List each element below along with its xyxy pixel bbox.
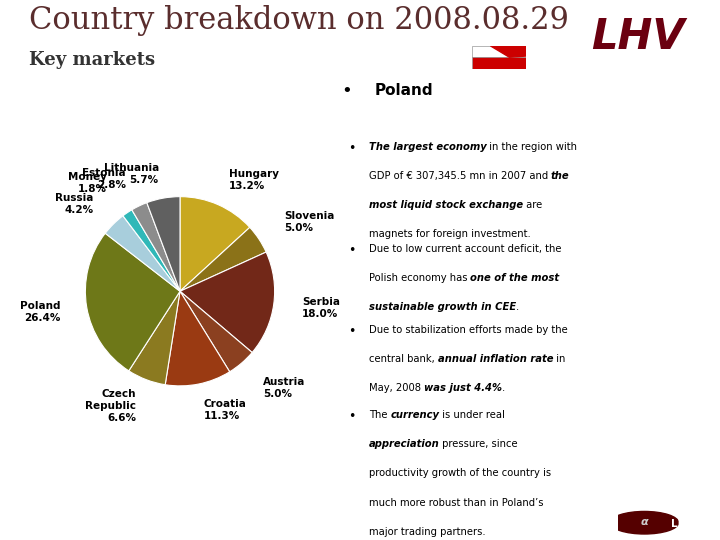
Text: Money
1.8%: Money 1.8%	[68, 172, 107, 194]
Text: Russia
4.2%: Russia 4.2%	[55, 193, 94, 215]
Text: •: •	[348, 325, 356, 338]
Text: Croatia
11.3%: Croatia 11.3%	[204, 399, 247, 421]
Wedge shape	[105, 216, 180, 291]
Text: appreciation: appreciation	[369, 440, 439, 449]
Text: currency: currency	[390, 410, 439, 421]
Wedge shape	[147, 197, 180, 291]
Text: •: •	[348, 244, 356, 257]
Text: May, 2008: May, 2008	[369, 383, 424, 393]
Text: α: α	[641, 517, 648, 527]
Text: productivity growth of the country is: productivity growth of the country is	[369, 469, 551, 478]
Circle shape	[610, 511, 678, 534]
Text: pressure, since: pressure, since	[439, 440, 518, 449]
Wedge shape	[132, 202, 180, 291]
Wedge shape	[180, 252, 274, 353]
Text: Poland: Poland	[374, 83, 433, 98]
Text: magnets for foreign investment.: magnets for foreign investment.	[369, 229, 531, 239]
Text: Country breakdown on 2008.08.29: Country breakdown on 2008.08.29	[29, 5, 569, 36]
Text: •: •	[341, 82, 351, 99]
Text: central bank,: central bank,	[369, 354, 438, 364]
Text: in: in	[553, 354, 565, 364]
Wedge shape	[180, 197, 250, 291]
Text: Hungary
13.2%: Hungary 13.2%	[229, 170, 279, 191]
Text: are: are	[523, 200, 542, 210]
Bar	[472, 46, 526, 57]
Text: The: The	[369, 410, 390, 421]
Polygon shape	[490, 46, 526, 57]
Text: Serbia
18.0%: Serbia 18.0%	[302, 297, 340, 319]
Wedge shape	[86, 233, 180, 371]
Text: Czech
Republic
6.6%: Czech Republic 6.6%	[85, 389, 136, 423]
Text: Estonia
2.8%: Estonia 2.8%	[83, 167, 126, 190]
Text: Polish economy has: Polish economy has	[369, 273, 470, 283]
Text: Slovenia
5.0%: Slovenia 5.0%	[284, 211, 335, 233]
Text: Lithuania
5.7%: Lithuania 5.7%	[104, 163, 159, 185]
Text: The largest economy: The largest economy	[369, 141, 487, 152]
Text: 9: 9	[16, 515, 27, 530]
Bar	[472, 57, 526, 69]
Wedge shape	[180, 291, 252, 372]
Text: LHV: LHV	[591, 16, 685, 58]
Text: .: .	[516, 302, 519, 312]
Text: sustainable growth in CEE: sustainable growth in CEE	[369, 302, 516, 312]
Wedge shape	[123, 210, 180, 291]
Text: •: •	[348, 410, 356, 423]
Wedge shape	[165, 291, 230, 386]
Text: LHV: LHV	[671, 519, 694, 529]
Text: is under real: is under real	[439, 410, 505, 421]
Text: •: •	[348, 141, 356, 155]
Text: Key markets: Key markets	[29, 51, 155, 69]
Text: was just 4.4%: was just 4.4%	[424, 383, 502, 393]
Text: Austria
5.0%: Austria 5.0%	[264, 377, 306, 399]
Text: much more robust than in Poland’s: much more robust than in Poland’s	[369, 497, 543, 508]
Text: Poland
26.4%: Poland 26.4%	[20, 301, 60, 323]
Text: most liquid stock exchange: most liquid stock exchange	[369, 200, 523, 210]
Text: Due to stabilization efforts made by the: Due to stabilization efforts made by the	[369, 325, 567, 335]
Text: the: the	[551, 171, 570, 181]
Text: in the region with: in the region with	[487, 141, 577, 152]
Text: Due to low current account deficit, the: Due to low current account deficit, the	[369, 244, 561, 254]
Text: .: .	[502, 383, 505, 393]
Wedge shape	[180, 227, 266, 291]
Text: major trading partners.: major trading partners.	[369, 526, 485, 537]
Wedge shape	[129, 291, 180, 384]
Text: one of the most: one of the most	[470, 273, 559, 283]
Text: annual inflation rate: annual inflation rate	[438, 354, 553, 364]
Text: GDP of € 307,345.5 mn in 2007 and: GDP of € 307,345.5 mn in 2007 and	[369, 171, 551, 181]
